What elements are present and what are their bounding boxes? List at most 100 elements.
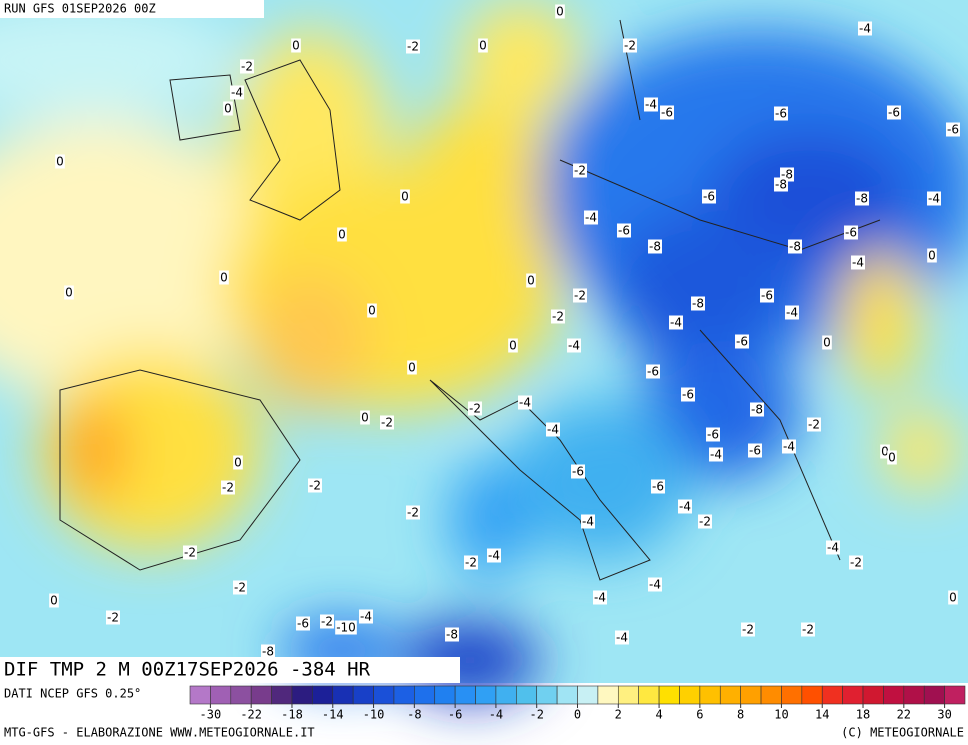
contour-label-bg <box>406 39 420 54</box>
contour-label-bg <box>581 514 595 529</box>
contour-label-bg <box>359 609 373 624</box>
contour-label-bg <box>230 85 244 100</box>
contour-label-bg <box>518 395 532 410</box>
contour-label-bg <box>240 59 254 74</box>
contour-label: -4 <box>360 610 372 624</box>
colorbar-tick-label: 18 <box>856 708 870 722</box>
contour-label: -6 <box>707 428 719 442</box>
contour-label: -4 <box>852 256 864 270</box>
contour-label-bg <box>478 38 488 53</box>
footer-right: (C) METEOGIORNALE <box>841 726 964 740</box>
contour-label: -6 <box>572 465 584 479</box>
colorbar-tick-label: 6 <box>696 708 703 722</box>
contour-label-bg <box>380 415 394 430</box>
contour-label-bg <box>555 4 565 19</box>
contour-label-bg <box>49 593 59 608</box>
contour-label: 0 <box>888 451 896 465</box>
contour-label: -4 <box>568 339 580 353</box>
contour-label: -6 <box>297 617 309 631</box>
contour-label: -2 <box>742 623 754 637</box>
colorbar-swatch <box>189 685 211 705</box>
colorbar-swatch <box>414 685 436 705</box>
contour-label-bg <box>567 338 581 353</box>
contour-label-bg <box>464 555 478 570</box>
contour-label-bg <box>337 227 347 242</box>
contour-label-bg <box>526 273 536 288</box>
contour-label-bg <box>735 334 749 349</box>
contour-label: -8 <box>262 645 274 659</box>
contour-label: -6 <box>888 106 900 120</box>
contour-label: -6 <box>703 190 715 204</box>
contour-label: -2 <box>624 39 636 53</box>
contour-label: 0 <box>509 339 517 353</box>
contour-label: -2 <box>574 289 586 303</box>
contour-label-bg <box>406 505 420 520</box>
contour-label: -2 <box>381 416 393 430</box>
contour-label: 0 <box>361 411 369 425</box>
colorbar-tick-label: 14 <box>815 708 829 722</box>
contour-label-bg <box>782 439 796 454</box>
colorbar-tick-label: -18 <box>281 708 303 722</box>
contour-label-bg <box>801 622 815 637</box>
contour-label: 0 <box>220 271 228 285</box>
colorbar-swatch <box>536 685 558 705</box>
contour-label-bg <box>702 189 716 204</box>
contour-label-bg <box>617 223 631 238</box>
contour-label-bg <box>219 270 229 285</box>
colorbar-tick-label: -30 <box>200 708 222 722</box>
contour-label-bg <box>785 305 799 320</box>
contour-label: -6 <box>736 335 748 349</box>
contour-label-bg <box>849 555 863 570</box>
contour-label-bg <box>887 450 897 465</box>
contour-label: -8 <box>781 168 793 182</box>
contour-label: 0 <box>234 456 242 470</box>
colorbar-swatch <box>230 685 252 705</box>
contour-label-bg <box>760 288 774 303</box>
contour-label-bg <box>571 464 585 479</box>
contour-label: 0 <box>368 304 376 318</box>
colorbar-tick-label: 10 <box>774 708 788 722</box>
contour-label-bg <box>948 590 958 605</box>
contour-label: -4 <box>488 549 500 563</box>
contour-label-bg <box>648 239 662 254</box>
colorbar-tick-label: 4 <box>655 708 662 722</box>
contour-label: -8 <box>692 297 704 311</box>
colorbar-swatch <box>556 685 578 705</box>
colorbar-tick-label: 0 <box>574 708 581 722</box>
contour-label: -6 <box>775 107 787 121</box>
colorbar-swatch <box>250 685 272 705</box>
contour-label: -2 <box>469 402 481 416</box>
contour-labels: 0 -2 0 0 -2 -4 -2 -4 0 0 -4 -6 -6 -6 -6 -8 -8 -2 -6 -8 -4 0 -4… <box>49 4 960 659</box>
contour-label: -4 <box>616 631 628 645</box>
colorbar-swatch <box>842 685 864 705</box>
contour-label: 0 <box>527 274 535 288</box>
contour-label: -2 <box>234 581 246 595</box>
contour-label-bg <box>367 303 377 318</box>
colorbar-swatch <box>516 685 538 705</box>
contour-label-bg <box>858 21 872 36</box>
contour-label-bg <box>681 387 695 402</box>
contour-label-bg <box>669 315 683 330</box>
colorbar-swatch <box>495 685 517 705</box>
colorbar-swatch <box>658 685 680 705</box>
colorbar-swatch <box>760 685 782 705</box>
contour-label: -4 <box>594 591 606 605</box>
contour-label: -2 <box>574 164 586 178</box>
contour-label-bg <box>183 545 197 560</box>
contour-label: -4 <box>928 192 940 206</box>
contour-label-bg <box>698 514 712 529</box>
colorbar-tick-label: -2 <box>529 708 543 722</box>
colorbar-swatch <box>271 685 293 705</box>
contour-label: 0 <box>556 5 564 19</box>
colorbar-swatch <box>291 685 313 705</box>
contour-label-bg <box>709 447 723 462</box>
contour-label-bg <box>646 364 660 379</box>
contour-label: -6 <box>647 365 659 379</box>
contour-label-bg <box>221 480 235 495</box>
colorbar-swatch <box>393 685 415 705</box>
contour-label-bg <box>546 422 560 437</box>
contour-label: -4 <box>582 515 594 529</box>
contour-label: 0 <box>65 286 73 300</box>
contour-label-bg <box>946 122 960 137</box>
